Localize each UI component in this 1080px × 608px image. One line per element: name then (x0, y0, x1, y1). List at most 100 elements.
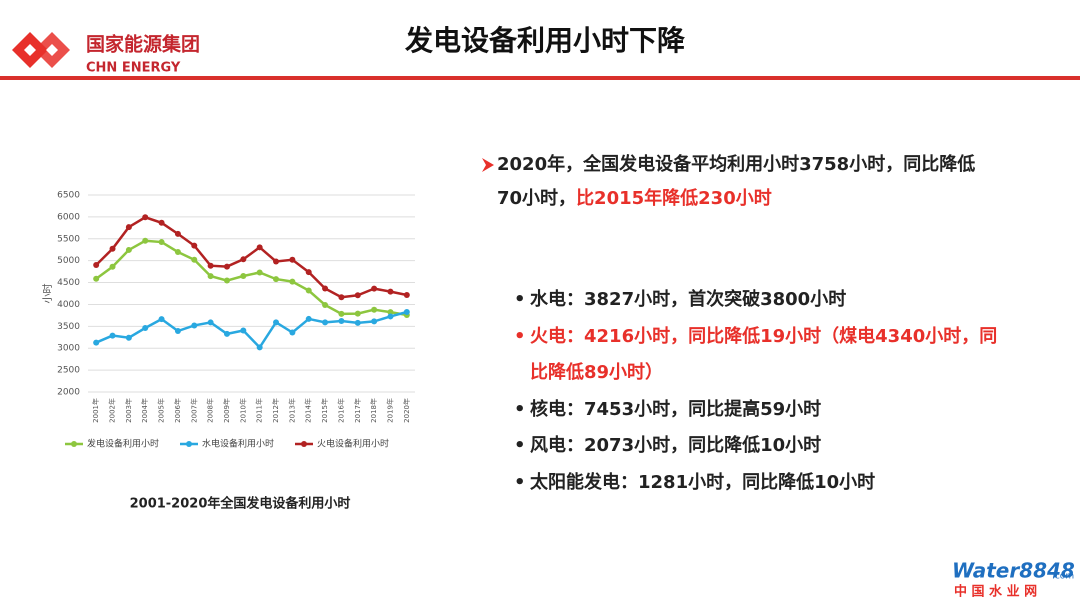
point (289, 278, 296, 285)
point (142, 214, 149, 221)
chart: 2000 2500 3000 3500 4000 4500 5000 5500 6000 6500… (42, 191, 415, 512)
point (387, 288, 394, 295)
point (174, 328, 181, 335)
point (109, 245, 116, 252)
y-tick-label: 3500 (57, 322, 80, 332)
point (403, 291, 410, 298)
point (142, 324, 149, 331)
point (273, 319, 280, 326)
point (338, 294, 345, 301)
point (305, 315, 312, 322)
y-tick-label: 4500 (57, 278, 80, 288)
point (322, 301, 329, 308)
point (289, 256, 296, 263)
x-tick-label: 2002年 (108, 398, 117, 423)
watermark-brand: Water8848 (952, 559, 1075, 583)
point (158, 219, 165, 226)
point (191, 322, 198, 329)
x-tick-label: 2018年 (369, 398, 378, 423)
point (322, 319, 329, 326)
point (387, 313, 394, 320)
x-tick-label: 2016年 (336, 398, 345, 423)
item-line: 比降低89小时） (530, 362, 664, 383)
x-tick-label: 2009年 (222, 398, 231, 423)
watermark-cn: 中 国 水 业 网 (954, 584, 1037, 600)
summary-segment: 70小时， (497, 188, 577, 209)
x-tick-label: 2011年 (255, 398, 264, 423)
x-tick-label: 2019年 (385, 398, 394, 423)
item-line: 核电：7453小时，同比提高59小时 (530, 398, 822, 420)
item-line: 水电：3827小时，首次突破3800小时 (530, 289, 847, 310)
point (354, 292, 361, 299)
legend-dot (186, 441, 192, 447)
point (256, 269, 263, 276)
legend-dot (71, 441, 77, 447)
x-tick-label: 2015年 (320, 398, 329, 423)
point (387, 309, 394, 316)
point (174, 230, 181, 237)
bullet: • (514, 325, 526, 347)
header-rule (0, 76, 1080, 80)
point (158, 316, 165, 323)
bullet: • (514, 289, 526, 310)
legend-label: 火电设备利用小时 (317, 438, 389, 450)
arrow-marker (482, 158, 494, 172)
point (371, 318, 378, 325)
x-tick-label: 2013年 (287, 398, 296, 423)
point (273, 276, 280, 283)
x-tick-label: 2020年 (402, 398, 411, 423)
point (191, 242, 198, 249)
point (93, 339, 100, 346)
company-name-en: CHN ENERGY (86, 61, 181, 76)
y-axis-title: 小时 (42, 284, 54, 304)
point (93, 275, 100, 282)
legend-dot (301, 441, 307, 447)
point (174, 248, 181, 255)
point (207, 319, 214, 326)
point (93, 262, 100, 269)
point (125, 224, 132, 231)
y-tick-label: 6000 (57, 212, 80, 222)
point (371, 306, 378, 313)
x-tick-label: 2012年 (271, 398, 280, 423)
y-tick-label: 5500 (57, 234, 80, 244)
point (289, 329, 296, 336)
x-tick-label: 2014年 (304, 398, 313, 423)
point (403, 309, 410, 316)
point (223, 277, 230, 284)
point (338, 318, 345, 325)
x-tick-label: 2007年 (189, 398, 198, 423)
y-tick-label: 2000 (57, 388, 80, 398)
point (207, 262, 214, 269)
point (305, 287, 312, 294)
bullet: • (514, 471, 526, 493)
point (125, 334, 132, 341)
x-tick-label: 2008年 (206, 398, 215, 423)
point (371, 285, 378, 292)
item-line: 火电：4216小时，同比降低19小时（煤电4340小时，同 (530, 325, 998, 347)
y-tick-label: 6500 (57, 191, 80, 201)
summary-segment: 2020年，全国发电设备平均利用小时3758小时，同比降低 (497, 154, 976, 175)
x-tick-label: 2004年 (140, 398, 149, 423)
point (158, 239, 165, 246)
point (240, 327, 247, 334)
chart-caption: 2001-2020年全国发电设备利用小时 (130, 496, 351, 512)
company-name: 国家能源集团 (86, 33, 200, 56)
point (338, 310, 345, 317)
summary-segment: 比2015年降低230小时 (576, 188, 772, 209)
point (240, 272, 247, 279)
slide-title: 发电设备利用小时下降 (404, 24, 686, 57)
item-line: 太阳能发电：1281小时，同比降低10小时 (530, 471, 876, 493)
legend-label: 发电设备利用小时 (87, 438, 159, 450)
series-line (95, 215, 408, 299)
y-tick-label: 5000 (57, 256, 80, 266)
point (142, 237, 149, 244)
item-line: 风电：2073小时，同比降低10小时 (530, 435, 822, 456)
point (207, 273, 214, 280)
point (223, 263, 230, 270)
point (125, 246, 132, 253)
bullet: • (514, 398, 526, 420)
point (191, 256, 198, 263)
